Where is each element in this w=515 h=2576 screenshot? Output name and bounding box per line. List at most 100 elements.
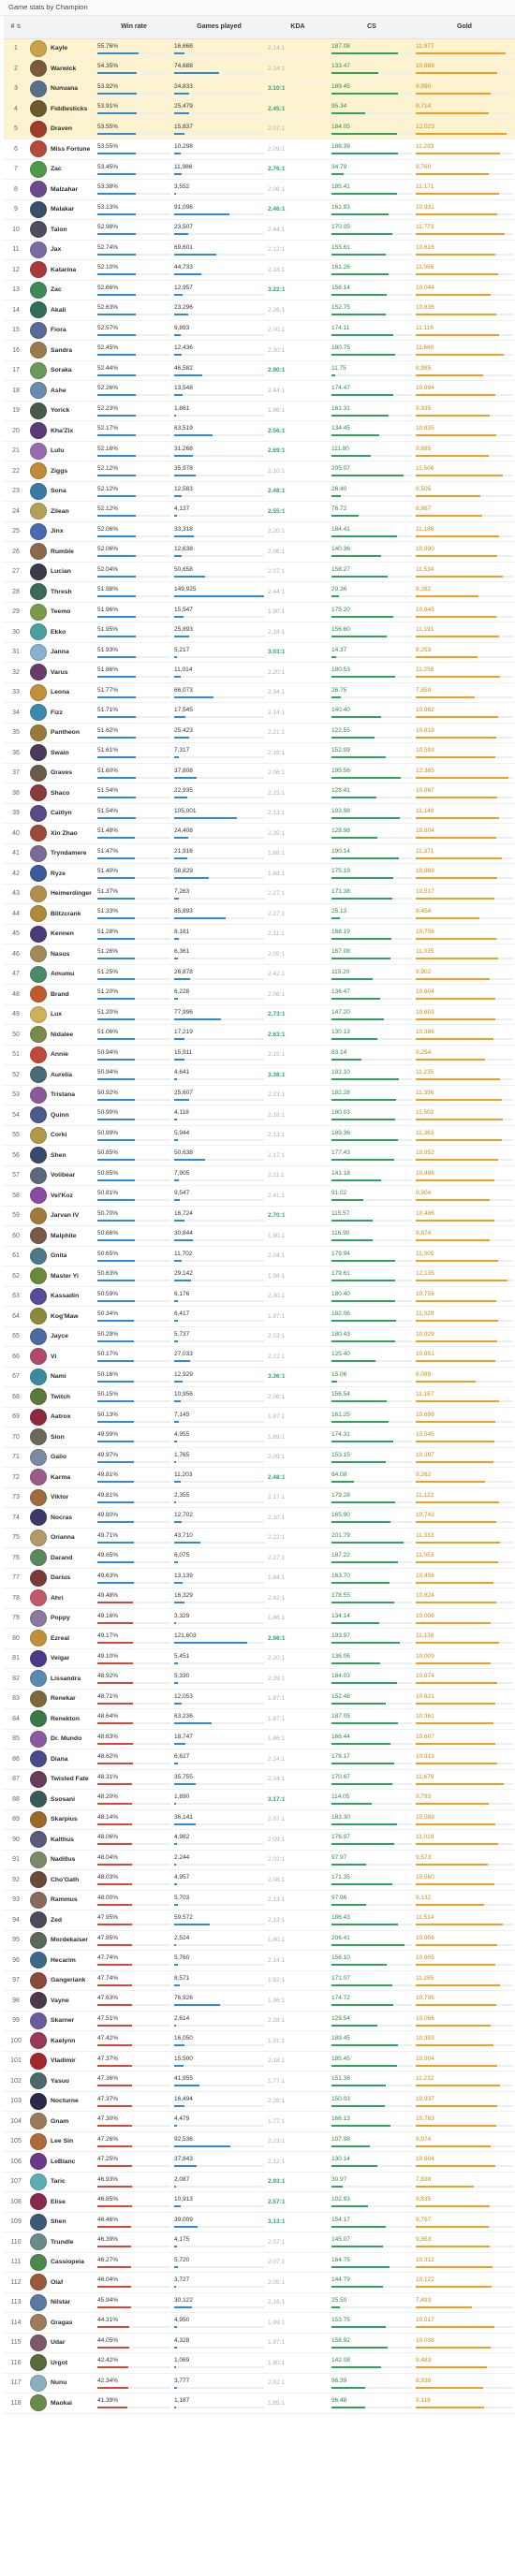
champion-cell[interactable]: Sona <box>28 481 96 502</box>
champion-name[interactable]: Dr. Mundo <box>51 1735 82 1743</box>
table-row[interactable]: 70 Sion 49.99% 4,955 1.89:1 174.31 10,545 <box>4 1427 515 1447</box>
champion-cell[interactable]: Hecarim <box>28 1951 96 1971</box>
table-row[interactable]: 33 Leona 51.77% 66,073 2.34:1 26.75 7,859 <box>4 682 515 703</box>
table-row[interactable]: 55 Corki 50.89% 5,944 2.13:1 189.36 11,363 <box>4 1125 515 1146</box>
champion-name[interactable]: Renekton <box>51 1715 80 1722</box>
table-row[interactable]: 87 Twisted Fate 48.31% 35,755 2.34:1 170.67 11… <box>4 1769 515 1790</box>
champion-cell[interactable]: LeBlanc <box>28 2152 96 2173</box>
table-row[interactable]: 58 Vel'Koz 50.81% 9,547 2.41:1 91.02 9,904 <box>4 1186 515 1207</box>
champion-cell[interactable]: Kayle <box>28 38 96 59</box>
champion-cell[interactable]: Vel'Koz <box>28 1186 96 1207</box>
champion-name[interactable]: Nunu <box>51 2379 67 2387</box>
table-row[interactable]: 109 Shen 46.46% 39,009 3.13:1 154.17 9,797 <box>4 2212 515 2232</box>
champion-name[interactable]: Draven <box>51 125 73 133</box>
table-row[interactable]: 14 Akali 52.63% 23,296 2.26:1 152.75 10,836 <box>4 300 515 320</box>
table-row[interactable]: 6 Miss Fortune 53.55% 10,298 2.09:1 188.39 11,… <box>4 139 515 160</box>
champion-cell[interactable]: Gangeriank <box>28 1970 96 1991</box>
champion-cell[interactable]: Darand <box>28 1548 96 1569</box>
champion-cell[interactable]: Miss Fortune <box>28 139 96 160</box>
champion-cell[interactable]: Volibear <box>28 1165 96 1186</box>
champion-cell[interactable]: Ahri <box>28 1588 96 1609</box>
table-row[interactable]: 27 Lucian 52.04% 50,658 2.07:1 158.27 11,534 <box>4 562 515 582</box>
champion-name[interactable]: Orianna <box>51 1534 75 1542</box>
champion-name[interactable]: Kalthus <box>51 1836 74 1843</box>
champion-name[interactable]: Viktor <box>51 1494 69 1501</box>
table-row[interactable]: 99 Skarner 47.51% 2,614 2.28:1 129.54 10,066 <box>4 2011 515 2031</box>
champion-cell[interactable]: Vi <box>28 1347 96 1368</box>
table-row[interactable]: 115 Udar 44.05% 4,328 1.97:1 158.92 10,038 <box>4 2333 515 2353</box>
champion-name[interactable]: Thresh <box>51 588 72 595</box>
table-row[interactable]: 45 Kennen 51.28% 8,181 2.11:1 168.19 10,756 <box>4 924 515 944</box>
table-row[interactable]: 71 Galio 49.97% 1,765 2.09:1 153.15 10,397 <box>4 1447 515 1468</box>
champion-cell[interactable]: Zilean <box>28 502 96 522</box>
champion-cell[interactable]: Poppy <box>28 1608 96 1629</box>
champion-name[interactable]: Shen <box>51 2218 66 2226</box>
champion-name[interactable]: Corki <box>51 1132 67 1139</box>
champion-name[interactable]: Cho'Gath <box>51 1876 80 1883</box>
champion-name[interactable]: Graves <box>51 769 73 777</box>
champion-cell[interactable]: Thresh <box>28 582 96 603</box>
champion-cell[interactable]: Yasuo <box>28 2071 96 2092</box>
champion-cell[interactable]: Zac <box>28 280 96 300</box>
table-row[interactable]: 18 Ashe 52.26% 13,548 2.44:1 174.47 10,694 <box>4 381 515 401</box>
champion-name[interactable]: Poppy <box>51 1615 70 1622</box>
table-row[interactable]: 7 Zac 53.45% 11,986 2.76:1 34.79 9,760 <box>4 159 515 180</box>
champion-name[interactable]: Master Yi <box>51 1272 79 1280</box>
table-row[interactable]: 16 Sandra 52.45% 12,436 2.30:1 180.75 11,660 <box>4 341 515 360</box>
table-row[interactable]: 84 Renekton 48.64% 63,236 1.87:1 187.05 10,361 <box>4 1709 515 1729</box>
champion-cell[interactable]: Caitlyn <box>28 803 96 824</box>
champion-cell[interactable]: Maokai <box>28 2393 96 2414</box>
table-row[interactable]: 107 Taric 46.93% 2,087 2.93:1 30.97 7,838 <box>4 2172 515 2192</box>
table-row[interactable]: 65 Jayce 50.29% 5,737 2.03:1 180.43 10,929 <box>4 1326 515 1347</box>
champion-name[interactable]: Sona <box>51 488 66 495</box>
champion-name[interactable]: Hecarim <box>51 1956 76 1964</box>
champion-cell[interactable]: Gnam <box>28 2112 96 2132</box>
table-row[interactable]: 19 Yorick 52.23% 1,861 1.86:1 161.31 9,935 <box>4 401 515 421</box>
champion-name[interactable]: Caitlyn <box>51 810 72 817</box>
champion-name[interactable]: Brand <box>51 990 69 998</box>
champion-cell[interactable]: Malzahar <box>28 180 96 200</box>
champion-name[interactable]: Kog'Maw <box>51 1312 79 1320</box>
champion-cell[interactable]: Yorick <box>28 401 96 421</box>
champion-name[interactable]: Vayne <box>51 1997 69 2004</box>
champion-name[interactable]: Malphite <box>51 1232 77 1239</box>
champion-name[interactable]: Renekar <box>51 1695 76 1703</box>
table-row[interactable]: 51 Annie 50.94% 15,911 2.15:1 83.14 9,254 <box>4 1045 515 1065</box>
table-row[interactable]: 69 Aatrox 50.13% 7,145 1.97:1 161.25 10,699 <box>4 1407 515 1427</box>
champion-name[interactable]: Trundle <box>51 2238 74 2246</box>
champion-name[interactable]: Ezreal <box>51 1634 70 1642</box>
table-row[interactable]: 53 Tristana 50.92% 25,607 2.23:1 182.28 11,396 <box>4 1085 515 1105</box>
table-row[interactable]: 117 Nunu 42.34% 3,777 2.02:1 96.39 8,938 <box>4 2373 515 2393</box>
table-row[interactable]: 17 Soraka 52.44% 46,582 2.90:1 11.75 8,985 <box>4 360 515 381</box>
table-row[interactable]: 23 Sona 52.12% 12,583 2.48:1 26.40 8,505 <box>4 481 515 502</box>
table-row[interactable]: 50 Nidalee 51.06% 17,219 2.63:1 130.13 10,386 <box>4 1025 515 1045</box>
champion-cell[interactable]: Corki <box>28 1125 96 1146</box>
champion-name[interactable]: Blitzcrank <box>51 910 81 917</box>
champion-cell[interactable]: Pantheon <box>28 723 96 743</box>
champion-name[interactable]: Lulu <box>51 447 65 455</box>
champion-cell[interactable]: Kassadin <box>28 1286 96 1307</box>
champion-cell[interactable]: Renekar <box>28 1689 96 1709</box>
champion-cell[interactable]: Skarpius <box>28 1809 96 1830</box>
champion-name[interactable]: Ssosani <box>51 1795 76 1803</box>
champion-name[interactable]: Maokai <box>51 2399 73 2407</box>
champion-cell[interactable]: Skarner <box>28 2011 96 2031</box>
table-row[interactable]: 42 Ryze 51.40% 58,829 1.88:1 175.19 10,869 <box>4 864 515 884</box>
champion-name[interactable]: Aurelia <box>51 1071 73 1078</box>
table-row[interactable]: 25 Jinx 52.06% 33,318 2.20:1 184.41 11,186 <box>4 521 515 542</box>
champion-cell[interactable]: Malakar <box>28 199 96 220</box>
champion-cell[interactable]: Shen <box>28 1146 96 1166</box>
champion-cell[interactable]: Malphite <box>28 1226 96 1247</box>
table-row[interactable]: 118 Maokai 41.39% 1,187 1.85:1 96.48 9,118 <box>4 2393 515 2414</box>
table-row[interactable]: 85 Dr. Mundo 48.63% 18,747 1.86:1 166.44 10,60… <box>4 1729 515 1749</box>
champion-name[interactable]: Jax <box>51 246 62 254</box>
champion-cell[interactable]: Janna <box>28 642 96 663</box>
champion-name[interactable]: Fizz <box>51 709 63 716</box>
table-row[interactable]: 111 Cassiopeia 46.27% 5,720 2.07:1 164.75 10,3… <box>4 2252 515 2273</box>
table-row[interactable]: 88 Ssosani 48.20% 1,890 3.17:1 114.05 9,793 <box>4 1790 515 1809</box>
champion-cell[interactable]: Veigar <box>28 1648 96 1669</box>
champion-cell[interactable]: Nami <box>28 1367 96 1387</box>
header-win-rate[interactable]: Win rate <box>96 16 172 39</box>
table-row[interactable]: 68 Twitch 50.15% 10,956 2.06:1 156.54 11,187 <box>4 1387 515 1407</box>
champion-cell[interactable]: Ekko <box>28 622 96 643</box>
